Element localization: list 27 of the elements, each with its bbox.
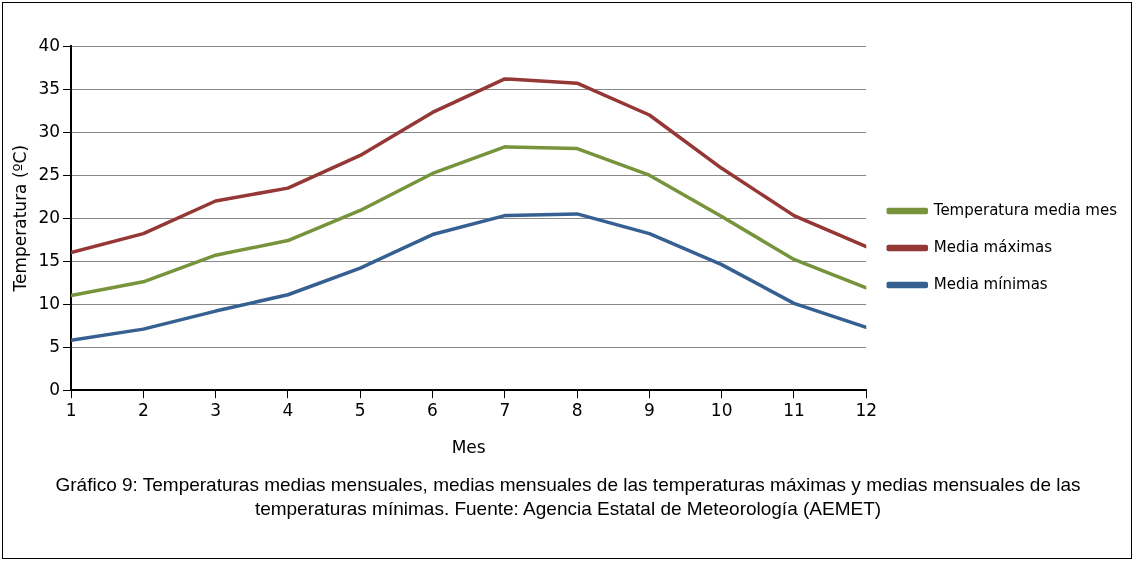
x-tick-label: 12 — [855, 399, 878, 420]
x-tick-label: 10 — [710, 399, 733, 420]
text: Gráfico 9: Temperaturas medias mensuales, medias mensuales de las temperaturas máximas y medias mensuales de las temperaturas mínimas. Fuente: Agencia Estatal de Meteorología (AEMET) — [54, 473, 1082, 521]
y-axis-title: Temperatura (ºC) — [9, 144, 30, 293]
legend-label: Temperatura media mes — [932, 200, 1118, 219]
x-tick-label: 11 — [783, 399, 805, 420]
x-tick-label: 2 — [137, 399, 149, 420]
x-tick-label: 5 — [354, 399, 366, 420]
legend-label: Media mínimas — [933, 274, 1048, 293]
y-tick-label: 30 — [38, 120, 61, 141]
y-tick-label: 40 — [38, 34, 61, 55]
x-axis-title: Mes — [451, 437, 486, 458]
x-tick-label: 7 — [499, 399, 511, 420]
y-tick-label: 10 — [38, 292, 61, 313]
y-tick-label: 20 — [38, 206, 61, 227]
y-tick-label: 25 — [38, 163, 61, 184]
x-tick-label: 1 — [65, 399, 77, 420]
legend-label: Media máximas — [933, 237, 1053, 256]
x-tick-label: 4 — [282, 399, 294, 420]
x-tick-label: 3 — [210, 399, 222, 420]
x-tick-label: 6 — [427, 399, 438, 420]
y-tick-label: 15 — [38, 249, 61, 270]
y-tick-label: 35 — [38, 77, 61, 98]
x-tick-label: 9 — [643, 399, 655, 420]
x-tick-label: 8 — [571, 399, 583, 420]
y-tick-label: 0 — [49, 378, 61, 399]
y-tick-label: 5 — [49, 335, 61, 356]
